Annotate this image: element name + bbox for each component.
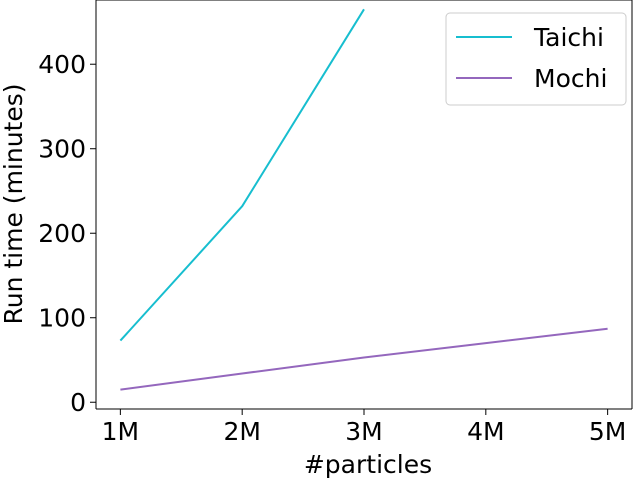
y-tick-label: 400 xyxy=(38,50,86,79)
x-tick-label: 3M xyxy=(345,417,382,446)
legend: Taichi Mochi xyxy=(445,12,627,106)
x-tick-label: 4M xyxy=(467,417,504,446)
series-line-mochi xyxy=(120,327,608,391)
x-axis-label: #particles xyxy=(304,450,432,479)
y-tick-label: 300 xyxy=(38,135,86,164)
y-axis-label: Run time (minutes) xyxy=(0,83,28,324)
y-tick-label: 200 xyxy=(38,219,86,248)
x-axis-ticks: 1M 2M 3M 4M 5M xyxy=(102,409,626,446)
legend-label-mochi: Mochi xyxy=(534,64,607,93)
series-line-taichi xyxy=(119,8,365,342)
x-tick-label: 2M xyxy=(223,417,260,446)
x-tick-label: 5M xyxy=(589,417,626,446)
y-axis-ticks: 0 100 200 300 400 xyxy=(38,50,96,417)
x-tick-label: 1M xyxy=(102,417,139,446)
series-layer xyxy=(119,8,608,391)
y-tick-label: 100 xyxy=(38,304,86,333)
y-tick-label: 0 xyxy=(70,388,86,417)
legend-label-taichi: Taichi xyxy=(533,23,604,52)
